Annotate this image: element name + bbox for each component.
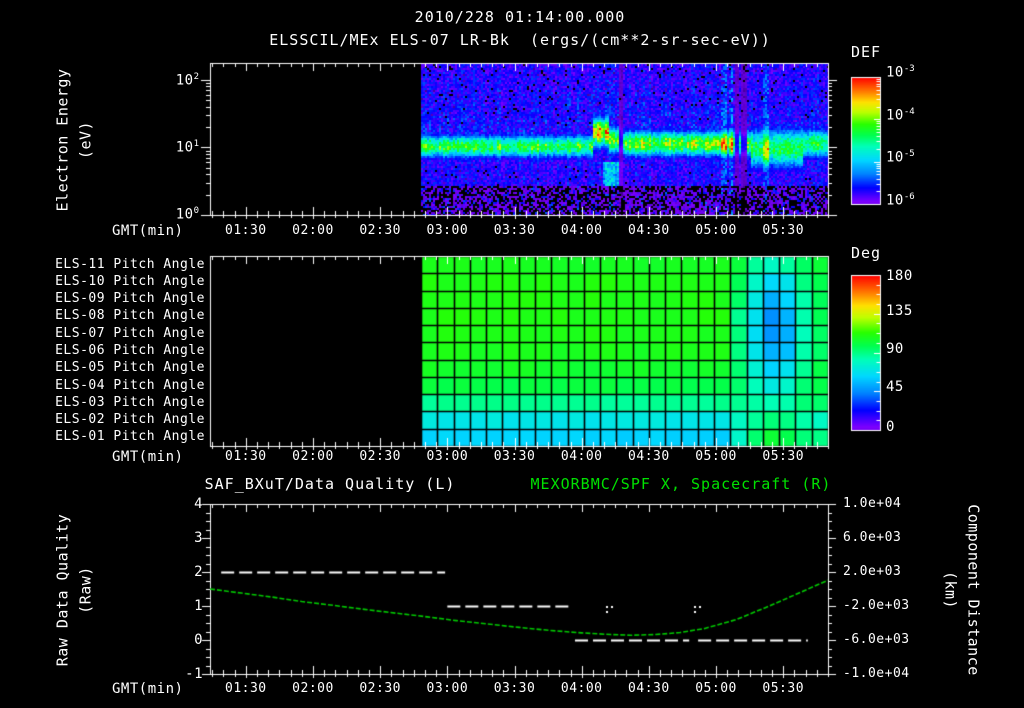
spectrogram-y-axis-label: Electron Energy (53, 68, 72, 212)
gmt-axis-label-bottom: GMT(min) (112, 681, 184, 697)
x-tick-label-bottom: 05:00 (695, 681, 737, 696)
quality-y-axis-units-label: (Raw) (76, 566, 95, 614)
energy-tick-label-exponent: 0 (193, 206, 199, 216)
x-tick-label-bottom: 04:30 (628, 681, 670, 696)
def-colorbar-tick-label-exponent: -5 (903, 149, 915, 159)
energy-tick-label: 100 (176, 207, 199, 222)
x-tick-label-top: 03:00 (426, 223, 469, 238)
pitch-angle-row-label: ELS-05 Pitch Angle (55, 360, 205, 375)
def-colorbar-tick-label-exponent: -4 (903, 107, 915, 117)
gmt-axis-label-middle: GMT(min) (112, 449, 184, 465)
pitch-angle-row-label: ELS-10 Pitch Angle (55, 274, 205, 289)
x-tick-label-middle: 01:30 (224, 449, 267, 464)
x-tick-label-top: 02:00 (292, 223, 334, 238)
quality-tick-label: -1 (185, 666, 203, 682)
distance-tick-label: 2.0e+03 (843, 564, 902, 579)
x-tick-label-top: 04:30 (628, 223, 670, 238)
def-colorbar-tick-label: 10-6 (886, 193, 915, 208)
def-colorbar-tick-label: 10-4 (886, 108, 915, 123)
deg-colorbar-tick-label: 180 (886, 268, 913, 284)
pitch-angle-row-label: ELS-01 Pitch Angle (55, 429, 205, 444)
distance-tick-label: 1.0e+04 (843, 496, 902, 511)
x-tick-label-top: 01:30 (224, 223, 267, 238)
x-tick-label-bottom: 01:30 (224, 681, 267, 696)
def-colorbar-tick-label-mantissa: 10 (886, 192, 904, 209)
x-tick-label-bottom: 05:30 (762, 681, 805, 696)
energy-tick-label: 101 (176, 140, 199, 155)
x-tick-label-middle: 05:00 (695, 449, 737, 464)
x-tick-label-top: 02:30 (359, 223, 401, 238)
distance-tick-label: -1.0e+04 (843, 666, 910, 681)
x-tick-label-bottom: 02:00 (292, 681, 334, 696)
bottom-panel-title-right: MEXORBMC/SPF X, Spacecraft (R) (530, 475, 832, 493)
deg-colorbar-tick-label: 135 (886, 303, 913, 319)
quality-tick-label: 3 (194, 530, 203, 546)
x-tick-label-middle: 05:30 (762, 449, 805, 464)
quality-tick-label: 0 (194, 632, 203, 648)
energy-tick-label-mantissa: 10 (175, 139, 194, 156)
x-tick-label-top: 05:00 (695, 223, 737, 238)
pitch-angle-row-label: ELS-03 Pitch Angle (55, 395, 205, 410)
deg-colorbar-tick-label: 90 (886, 341, 904, 357)
pitch-angle-row-label: ELS-07 Pitch Angle (55, 326, 205, 341)
energy-tick-label: 102 (176, 73, 199, 88)
def-colorbar-tick-label-exponent: -3 (903, 64, 915, 74)
pitch-angle-row-label: ELS-04 Pitch Angle (55, 378, 205, 393)
x-tick-label-bottom: 04:00 (560, 681, 603, 696)
quality-tick-label: 4 (194, 496, 203, 512)
energy-tick-label-exponent: 1 (193, 139, 199, 149)
deg-colorbar-title: Deg (851, 244, 882, 262)
x-tick-label-top: 03:30 (493, 223, 536, 238)
x-tick-label-top: 04:00 (560, 223, 603, 238)
energy-tick-label-mantissa: 10 (175, 72, 194, 89)
def-colorbar-tick-label: 10-5 (886, 150, 915, 165)
bottom-panel-title-left: SAF_BXuT/Data Quality (L) (204, 475, 456, 493)
pitch-angle-row-label: ELS-09 Pitch Angle (55, 291, 205, 306)
distance-y-axis-units-label: (km) (941, 570, 960, 610)
distance-y-axis-label: Component Distance (964, 504, 983, 676)
distance-tick-label: -6.0e+03 (843, 632, 910, 647)
def-colorbar-tick-label-mantissa: 10 (886, 64, 904, 81)
pitch-angle-row-label: ELS-02 Pitch Angle (55, 412, 205, 427)
energy-tick-label-mantissa: 10 (175, 206, 194, 223)
energy-tick-label-exponent: 2 (193, 72, 199, 82)
x-tick-label-bottom: 03:00 (426, 681, 469, 696)
x-tick-label-top: 05:30 (762, 223, 805, 238)
x-tick-label-bottom: 02:30 (359, 681, 401, 696)
x-tick-label-middle: 03:00 (426, 449, 469, 464)
def-colorbar-tick-label: 10-3 (886, 65, 915, 80)
distance-tick-label: -2.0e+03 (843, 598, 910, 613)
gmt-axis-label-top: GMT(min) (112, 223, 184, 239)
deg-colorbar-tick-label: 0 (886, 419, 895, 435)
def-colorbar-title: DEF (851, 43, 882, 61)
pitch-angle-row-label: ELS-11 Pitch Angle (55, 257, 205, 272)
x-tick-label-middle: 02:00 (292, 449, 334, 464)
x-tick-label-middle: 02:30 (359, 449, 401, 464)
pitch-angle-row-label: ELS-08 Pitch Angle (55, 308, 205, 323)
quality-tick-label: 2 (194, 564, 203, 580)
distance-tick-label: 6.0e+03 (843, 530, 902, 545)
x-tick-label-middle: 03:30 (493, 449, 536, 464)
quality-tick-label: 1 (194, 598, 203, 614)
def-colorbar-tick-label-exponent: -6 (903, 192, 915, 202)
def-colorbar-tick-label-mantissa: 10 (886, 107, 904, 124)
plot-title-dataset: ELSSCIL/MEx ELS-07 LR-Bk (ergs/(cm**2-sr… (269, 31, 771, 49)
deg-colorbar-tick-label: 45 (886, 379, 904, 395)
def-colorbar-tick-label-mantissa: 10 (886, 149, 904, 166)
plot-title-datetime: 2010/228 01:14:00.000 (414, 8, 626, 26)
x-tick-label-bottom: 03:30 (493, 681, 536, 696)
x-tick-label-middle: 04:00 (560, 449, 603, 464)
pitch-angle-row-label: ELS-06 Pitch Angle (55, 343, 205, 358)
quality-y-axis-label: Raw Data Quality (53, 513, 72, 667)
x-tick-label-middle: 04:30 (628, 449, 670, 464)
spectrogram-y-axis-units-label: (eV) (76, 120, 95, 160)
